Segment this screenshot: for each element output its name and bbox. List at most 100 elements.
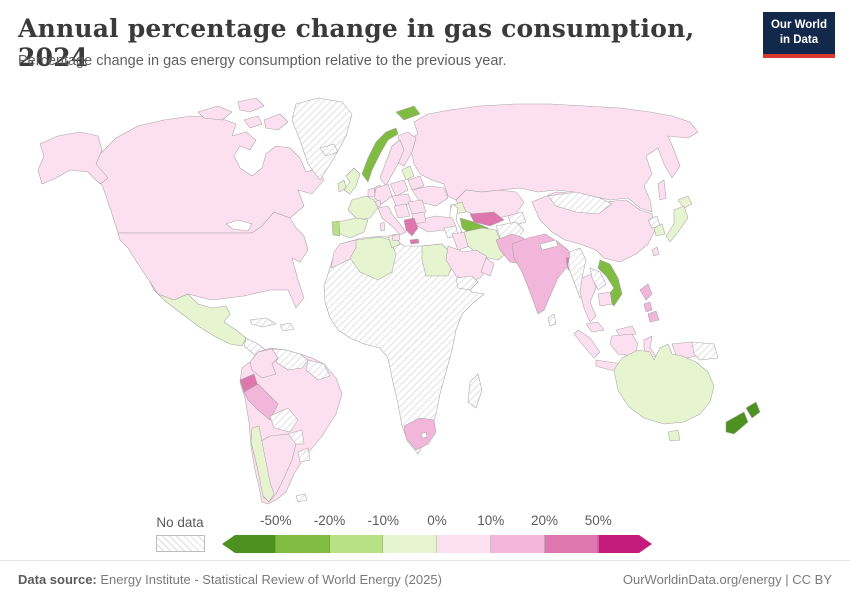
legend-tick-label: 0% xyxy=(427,513,447,528)
country-new-zealand-south[interactable] xyxy=(725,411,749,435)
legend-segment[interactable] xyxy=(437,535,491,553)
country-peru[interactable] xyxy=(243,383,279,421)
owid-logo-line1: Our World xyxy=(770,19,827,31)
country-poland[interactable] xyxy=(389,179,409,197)
legend-tick-label: 20% xyxy=(530,513,559,528)
country-uzbekistan[interactable] xyxy=(469,211,505,227)
legend-segment[interactable] xyxy=(329,535,384,553)
country-japan[interactable] xyxy=(665,205,689,243)
legend-segment[interactable] xyxy=(598,535,652,553)
country-cambodia[interactable] xyxy=(597,291,613,307)
country-italy-sicily[interactable] xyxy=(391,233,401,242)
country-sweden[interactable] xyxy=(379,139,405,187)
lesotho xyxy=(420,431,428,439)
legend-tick-label: -10% xyxy=(367,513,400,528)
country-russia-sakhalin[interactable] xyxy=(657,179,667,201)
country-united-states-alaska[interactable] xyxy=(37,131,109,185)
legend-tick-label: 10% xyxy=(477,513,505,528)
region-benelux[interactable] xyxy=(367,187,376,198)
country-greenland[interactable] xyxy=(291,97,353,181)
country-canada[interactable] xyxy=(95,115,325,234)
country-greece[interactable] xyxy=(403,217,419,237)
no-data-label: No data xyxy=(156,515,204,530)
country-united-kingdom[interactable] xyxy=(343,167,361,195)
footer-separator: | xyxy=(785,572,789,587)
country-ireland[interactable] xyxy=(337,179,347,193)
country-canada-arctic-3[interactable] xyxy=(263,113,289,131)
page-subtitle: Percentage change in gas energy consumpt… xyxy=(18,53,507,69)
country-madagascar[interactable] xyxy=(467,373,483,409)
legend-segment[interactable] xyxy=(222,535,276,553)
country-philippines-mindanao[interactable] xyxy=(647,310,660,323)
country-yemen[interactable] xyxy=(455,275,479,291)
data-source-label: Data source: xyxy=(18,572,97,587)
country-portugal[interactable] xyxy=(331,220,341,237)
country-italy-sardinia[interactable] xyxy=(379,221,386,232)
world-choropleth-map xyxy=(37,97,761,505)
country-sri-lanka[interactable] xyxy=(547,313,557,327)
country-canada-arctic-2[interactable] xyxy=(237,97,265,113)
country-belarus[interactable] xyxy=(407,175,425,191)
country-philippines-luzon[interactable] xyxy=(639,283,653,301)
legend-tick-label: 50% xyxy=(584,513,612,528)
country-canada-arctic-1[interactable] xyxy=(197,105,233,121)
country-malaysia-east[interactable] xyxy=(615,325,637,337)
country-greece-crete[interactable] xyxy=(409,238,420,245)
data-source-text: Energy Institute - Statistical Review of… xyxy=(100,572,442,587)
country-uruguay[interactable] xyxy=(297,447,311,463)
country-australia[interactable] xyxy=(613,343,715,425)
country-chile[interactable] xyxy=(250,425,275,503)
country-bolivia[interactable] xyxy=(269,407,299,433)
country-malaysia-west[interactable] xyxy=(585,321,605,333)
country-indonesia-sumatra[interactable] xyxy=(573,329,601,359)
country-hispaniola[interactable] xyxy=(279,322,295,332)
legend-segment[interactable] xyxy=(490,535,545,553)
legend-color-bar[interactable] xyxy=(222,535,652,553)
country-iceland[interactable] xyxy=(319,143,339,157)
owid-site-link[interactable]: OurWorldinData.org/energy xyxy=(622,572,782,587)
country-algeria[interactable] xyxy=(349,236,397,281)
page-footer: Data source: Energy Institute - Statisti… xyxy=(0,560,850,600)
legend-tick-label: -20% xyxy=(313,513,346,528)
footer-links: OurWorldinData.org/energy | CC BY xyxy=(623,572,832,600)
country-egypt[interactable] xyxy=(421,243,453,277)
country-canada-arctic-4[interactable] xyxy=(243,115,263,129)
legend-segment[interactable] xyxy=(275,535,330,553)
country-philippines-visayas[interactable] xyxy=(643,301,653,313)
country-south-africa[interactable] xyxy=(403,417,437,451)
country-svalbard[interactable] xyxy=(395,105,421,121)
country-india[interactable] xyxy=(511,233,577,315)
country-cuba[interactable] xyxy=(249,317,277,328)
license-link[interactable]: CC BY xyxy=(792,572,832,587)
country-australia-tasmania[interactable] xyxy=(667,429,681,442)
country-italy[interactable] xyxy=(377,205,407,236)
country-spain[interactable] xyxy=(337,217,369,239)
country-colombia[interactable] xyxy=(249,348,279,379)
country-south-korea[interactable] xyxy=(653,223,666,237)
no-data-swatch[interactable] xyxy=(156,535,205,552)
country-oman[interactable] xyxy=(480,257,495,277)
legend-tick-label: -50% xyxy=(259,513,292,528)
legend-segment[interactable] xyxy=(544,535,599,553)
owid-logo[interactable]: Our World in Data xyxy=(762,12,835,58)
country-papua-new-guinea[interactable] xyxy=(691,341,719,361)
country-france[interactable] xyxy=(347,195,379,221)
country-taiwan[interactable] xyxy=(651,246,660,257)
region-balkans[interactable] xyxy=(393,203,411,219)
country-norway[interactable] xyxy=(361,127,399,183)
country-japan-hokkaido[interactable] xyxy=(677,195,693,209)
region-guyanas[interactable] xyxy=(305,359,331,381)
country-falkland-islands[interactable] xyxy=(295,493,308,503)
legend-segment[interactable] xyxy=(383,535,437,553)
legend-tick-labels: -50% -20% -10% 0% 10% 20% 50% xyxy=(222,513,652,531)
map-legend: No data -50% -20% -10% 0% 10% 20% 50% xyxy=(0,511,850,559)
country-mexico[interactable] xyxy=(149,281,247,347)
country-romania[interactable] xyxy=(407,199,427,215)
country-venezuela[interactable] xyxy=(271,348,309,371)
region-baltics[interactable] xyxy=(401,165,415,181)
country-laos[interactable] xyxy=(589,267,607,291)
country-new-zealand-north[interactable] xyxy=(745,401,761,419)
country-mongolia[interactable] xyxy=(547,191,613,215)
page-title: Annual percentage change in gas consumpt… xyxy=(18,14,695,72)
